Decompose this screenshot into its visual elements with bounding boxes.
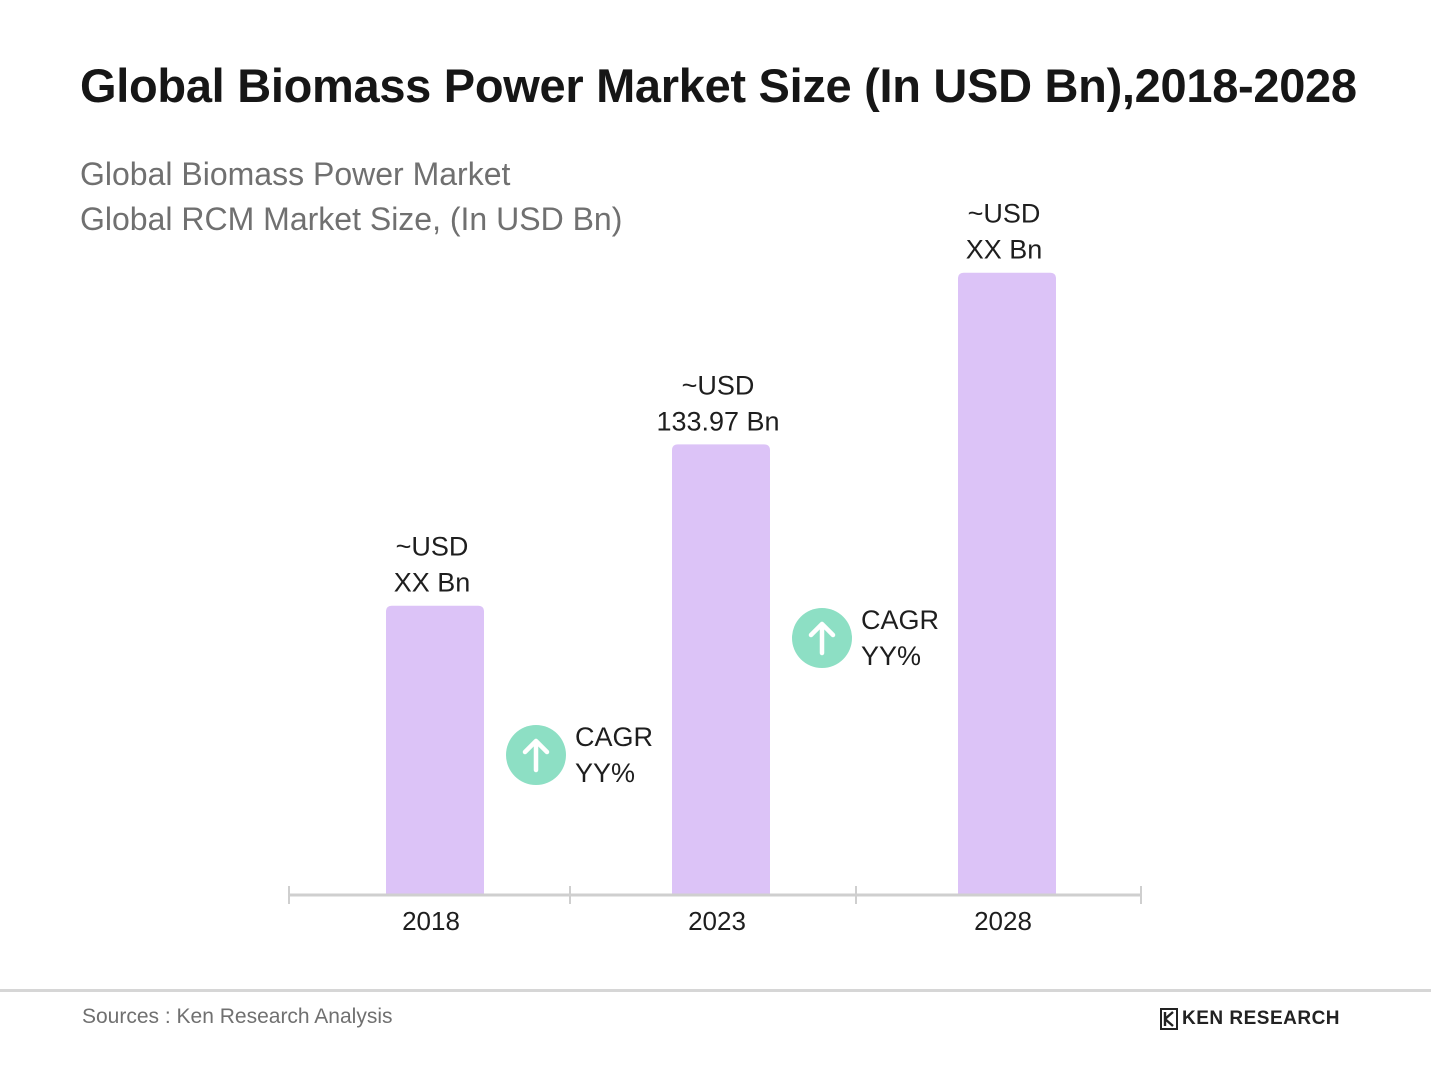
bar-label-2023-line-1: ~USD (682, 370, 755, 400)
chart-subtitle: Global Biomass Power Market Global RCM M… (80, 152, 622, 242)
cagr-label-1: CAGR (575, 722, 653, 752)
tick-label-2023: 2023 (688, 906, 746, 936)
bar-2018 (386, 605, 484, 895)
bar-2028 (958, 272, 1056, 895)
bar-label-2023-line-2: 133.97 Bn (656, 406, 779, 436)
brand: KEN RESEARCH (1160, 1008, 1340, 1030)
subtitle-line-2: Global RCM Market Size, (In USD Bn) (80, 201, 623, 237)
cagr-label-2: CAGR (861, 605, 939, 635)
footer-divider (0, 989, 1431, 992)
arrow-up-icon (808, 621, 836, 656)
bar-label-2028-line-2: XX Bn (966, 235, 1043, 265)
subtitle-line-1: Global Biomass Power Market (80, 156, 511, 192)
cagr-value-1: YY% (575, 758, 635, 788)
tick-label-2018: 2018 (402, 906, 460, 936)
tick-label-2028: 2028 (974, 906, 1032, 936)
arrow-up-icon (522, 738, 550, 773)
brand-name: KEN RESEARCH (1182, 1008, 1341, 1029)
bar-label-2018-line-1: ~USD (396, 532, 469, 562)
source-note: Sources : Ken Research Analysis (82, 1005, 393, 1028)
chart-title: Global Biomass Power Market Size (In USD… (80, 59, 1357, 112)
bar-chart: ~USD XX Bn ~USD 133.97 Bn ~USD XX Bn 2018 2023 2… (288, 199, 1142, 936)
bar-2023 (672, 444, 770, 895)
cagr-value-2: YY% (861, 641, 921, 671)
bar-label-2028-line-1: ~USD (968, 199, 1041, 229)
ken-research-logo-icon (1160, 1008, 1178, 1030)
bar-label-2018-line-2: XX Bn (394, 568, 471, 598)
